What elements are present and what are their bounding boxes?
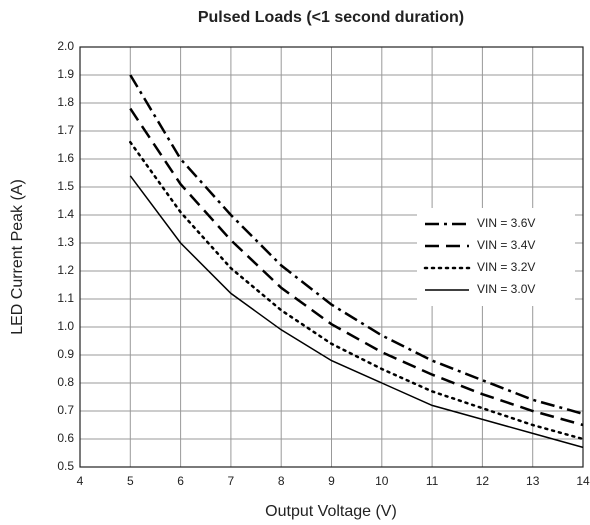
x-tick-label: 12	[476, 474, 490, 488]
y-tick-label: 0.5	[57, 459, 74, 473]
x-tick-label: 7	[228, 474, 235, 488]
y-tick-label: 0.7	[57, 403, 74, 417]
y-tick-label: 1.7	[57, 123, 74, 137]
y-tick-label: 0.8	[57, 375, 74, 389]
chart-title: Pulsed Loads (<1 second duration)	[198, 9, 464, 26]
y-tick-label: 1.4	[57, 207, 74, 221]
x-tick-label: 10	[375, 474, 389, 488]
y-tick-label: 2.0	[57, 39, 74, 53]
y-tick-label: 1.8	[57, 95, 74, 109]
y-tick-label: 1.1	[57, 291, 74, 305]
legend-label: VIN = 3.0V	[477, 282, 535, 296]
x-tick-label: 13	[526, 474, 540, 488]
plot-frame	[79, 46, 584, 468]
series-line	[129, 107, 584, 427]
y-tick-label: 0.6	[57, 431, 74, 445]
legend-label: VIN = 3.6V	[477, 216, 535, 230]
series-line	[129, 175, 584, 449]
x-tick-label: 4	[77, 474, 84, 488]
y-tick-label: 1.5	[57, 179, 74, 193]
x-tick-label: 6	[177, 474, 184, 488]
legend-label: VIN = 3.4V	[477, 238, 535, 252]
y-axis-label: LED Current Peak (A)	[9, 179, 26, 335]
y-tick-label: 1.0	[57, 319, 74, 333]
series-line	[129, 74, 584, 416]
y-tick-label: 1.2	[57, 263, 74, 277]
y-tick-label: 1.3	[57, 235, 74, 249]
x-axis-label: Output Voltage (V)	[265, 503, 397, 520]
x-tick-label: 11	[426, 474, 439, 488]
y-tick-label: 1.6	[57, 151, 74, 165]
x-tick-label: 8	[278, 474, 285, 488]
y-tick-label: 0.9	[57, 347, 74, 361]
x-tick-label: 14	[576, 474, 590, 488]
series-line	[129, 140, 585, 441]
x-tick-label: 5	[127, 474, 134, 488]
y-tick-label: 1.9	[57, 67, 74, 81]
legend-label: VIN = 3.2V	[477, 260, 535, 274]
x-tick-label: 9	[328, 474, 335, 488]
